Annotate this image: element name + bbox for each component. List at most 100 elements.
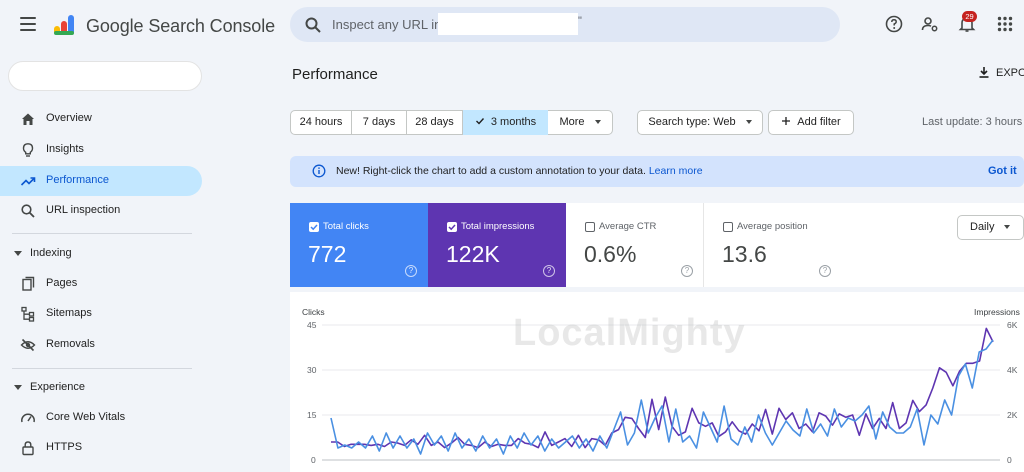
- banner-text: New! Right-click the chart to add a cust…: [336, 165, 646, 177]
- granularity-dropdown[interactable]: Daily: [957, 215, 1024, 240]
- pages-icon: [22, 276, 35, 291]
- sidebar-item-label: Sitemaps: [46, 307, 92, 319]
- y-tick-right: 0: [1007, 455, 1012, 465]
- y-tick-right: 4K: [1007, 365, 1018, 375]
- annotation-banner: New! Right-click the chart to add a cust…: [290, 156, 1024, 187]
- sidebar-divider: [12, 368, 192, 369]
- eye-off-icon: [20, 338, 36, 352]
- sidebar-item-performance[interactable]: Performance: [0, 166, 202, 196]
- sidebar-section-experience[interactable]: Experience: [14, 381, 85, 393]
- metric-label: Average CTR: [599, 221, 657, 232]
- lightbulb-icon: [22, 143, 34, 157]
- search-console-logo: [54, 15, 74, 35]
- search-type-dropdown[interactable]: Search type: Web: [637, 110, 763, 135]
- plus-icon: [782, 117, 791, 125]
- home-icon: [22, 113, 34, 125]
- metric-card-total-impressions[interactable]: Total impressions 122K ?: [428, 203, 566, 287]
- manage-users-icon[interactable]: [921, 15, 939, 33]
- y-tick-left: 15: [307, 410, 317, 420]
- sidebar-item-label: Core Web Vitals: [46, 411, 126, 423]
- add-filter-label: Add filter: [797, 116, 841, 128]
- help-icon[interactable]: ?: [681, 265, 693, 277]
- last-update-text: Last update: 3 hours: [922, 116, 1023, 128]
- search-icon: [21, 204, 35, 218]
- export-label: EXPO: [996, 67, 1024, 79]
- y-tick-right: 6K: [1007, 320, 1018, 330]
- metric-value: 772: [308, 241, 347, 267]
- help-icon[interactable]: ?: [405, 265, 417, 277]
- trending-up-icon: [20, 177, 36, 186]
- metric-label: Average position: [737, 221, 808, 232]
- sidebar-item-label: Performance: [46, 174, 109, 186]
- checkbox-checked-icon[interactable]: [309, 222, 319, 232]
- filter-24-hours[interactable]: 24 hours: [290, 110, 352, 135]
- sidebar-item-label: Overview: [46, 112, 92, 124]
- filter-more-dropdown[interactable]: More: [548, 110, 613, 135]
- filter-label: 28 days: [415, 116, 454, 128]
- checkbox-checked-icon[interactable]: [447, 222, 457, 232]
- y-tick-left: 30: [307, 365, 317, 375]
- filter-label: 7 days: [362, 116, 396, 128]
- metric-card-total-clicks[interactable]: Total clicks 772 ?: [290, 203, 428, 287]
- app-title: Google Search Console: [86, 16, 276, 36]
- sidebar-item-label: Pages: [46, 277, 78, 289]
- checkbox-unchecked-icon[interactable]: [585, 222, 595, 232]
- y-tick-left: 0: [311, 455, 316, 465]
- url-inspect-search[interactable]: Inspect any URL in ": [290, 7, 840, 42]
- chevron-down-icon: [14, 384, 22, 390]
- sidebar-item-insights[interactable]: Insights: [0, 135, 202, 165]
- filter-label: 24 hours: [299, 116, 343, 128]
- filter-28-days[interactable]: 28 days: [407, 110, 463, 135]
- series-line-impressions[interactable]: [331, 327, 994, 449]
- filter-3-months[interactable]: 3 months: [463, 110, 548, 135]
- search-icon: [305, 17, 321, 33]
- filter-7-days[interactable]: 7 days: [352, 110, 407, 135]
- watermark-text: LocalMighty: [513, 312, 746, 354]
- chevron-down-icon: [14, 250, 22, 256]
- granularity-label: Daily: [970, 221, 995, 233]
- metric-card-average-ctr[interactable]: Average CTR 0.6% ?: [566, 203, 704, 287]
- search-placeholder: Inspect any URL in: [332, 17, 442, 32]
- download-icon: [979, 67, 989, 78]
- metric-label: Total impressions: [461, 221, 535, 232]
- apps-grid-icon[interactable]: [996, 15, 1014, 33]
- sidebar-item-label: HTTPS: [46, 441, 83, 453]
- info-icon: [312, 164, 326, 178]
- got-it-button[interactable]: Got it: [988, 165, 1017, 177]
- add-filter-button[interactable]: Add filter: [768, 110, 854, 135]
- sidebar-item-pages[interactable]: Pages: [0, 269, 202, 299]
- top-bar: Google Search Console Inspect any URL in…: [0, 0, 1024, 52]
- page-title: Performance: [292, 66, 378, 83]
- search-quote: ": [578, 15, 582, 27]
- y-tick-left: 45: [307, 320, 317, 330]
- property-selector[interactable]: [8, 61, 202, 91]
- redacted-property-url: [438, 13, 578, 35]
- sidebar-divider: [12, 233, 192, 234]
- main-menu-icon[interactable]: [20, 17, 36, 31]
- sidebar-item-https[interactable]: HTTPS: [0, 433, 202, 463]
- export-button[interactable]: EXPO: [978, 66, 1024, 79]
- help-icon[interactable]: [885, 15, 903, 33]
- help-icon[interactable]: ?: [819, 265, 831, 277]
- lock-icon: [22, 441, 34, 456]
- filter-label: More: [559, 116, 585, 128]
- right-axis-title: Impressions: [974, 307, 1020, 317]
- learn-more-link[interactable]: Learn more: [648, 165, 703, 177]
- checkbox-unchecked-icon[interactable]: [723, 222, 733, 232]
- dropdown-arrow-icon: [1004, 225, 1011, 230]
- sidebar-section-title: Indexing: [30, 247, 72, 259]
- left-axis-title: Clicks: [302, 307, 325, 317]
- metric-value: 122K: [446, 241, 500, 267]
- sidebar-item-url-inspection[interactable]: URL inspection: [0, 196, 202, 226]
- metric-value: 0.6%: [584, 241, 637, 267]
- sidebar-item-label: Removals: [46, 338, 95, 350]
- sidebar-item-sitemaps[interactable]: Sitemaps: [0, 299, 202, 329]
- help-icon[interactable]: ?: [543, 265, 555, 277]
- series-line-clicks[interactable]: [330, 339, 994, 455]
- sidebar-item-overview[interactable]: Overview: [0, 104, 202, 134]
- sidebar-item-core-web-vitals[interactable]: Core Web Vitals: [0, 403, 202, 433]
- metric-card-average-position[interactable]: Average position 13.6 ?: [704, 203, 842, 287]
- sidebar-section-indexing[interactable]: Indexing: [14, 247, 72, 259]
- sidebar-item-removals[interactable]: Removals: [0, 330, 202, 360]
- check-icon: [475, 118, 484, 125]
